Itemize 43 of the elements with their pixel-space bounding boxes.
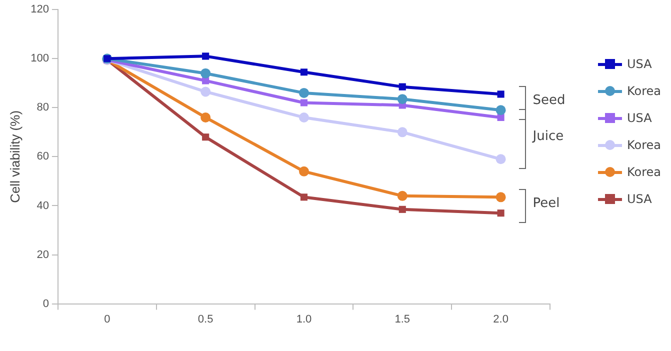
legend-label: Korea (627, 84, 662, 98)
point (497, 210, 504, 217)
point (397, 190, 408, 201)
point (397, 94, 408, 104)
y-tick-label: 80 (36, 102, 49, 114)
y-tick-label: 20 (36, 248, 49, 261)
legend-label: USA (627, 110, 652, 124)
y-tick-label: 0 (42, 298, 49, 310)
point (298, 112, 309, 122)
y-tick-label: 40 (36, 200, 49, 212)
point (496, 192, 506, 202)
point (298, 166, 309, 176)
point (202, 134, 210, 141)
legend-label: USA (627, 192, 652, 206)
point (298, 88, 309, 98)
point (397, 127, 408, 138)
point (202, 52, 210, 60)
y-axis-title: Cell viability (%) (7, 110, 22, 203)
x-tick-label: 1.5 (394, 313, 410, 326)
x-tick-label: 0 (104, 313, 110, 326)
legend-label: USA (627, 56, 652, 70)
point (200, 86, 211, 97)
y-tick-label: 60 (36, 150, 49, 163)
point (200, 112, 211, 122)
point (300, 194, 308, 201)
point (398, 83, 406, 90)
y-tick-label: 120 (30, 4, 49, 16)
point (300, 99, 308, 106)
point (300, 68, 308, 76)
legend-label: Korea (627, 138, 662, 152)
annotation: Seed (532, 93, 566, 108)
point (398, 206, 406, 213)
x-tick-label: 1.0 (296, 313, 312, 326)
annotation: Peel (532, 196, 560, 212)
legend-label: Korea (627, 164, 662, 178)
x-tick-label: 0.5 (198, 313, 214, 326)
point (496, 105, 506, 116)
point (200, 68, 211, 78)
point (497, 90, 504, 98)
x-tick-label: 2.0 (493, 313, 508, 326)
annotation: Juice (532, 129, 564, 144)
point (496, 154, 506, 164)
y-tick-label: 100 (30, 52, 49, 65)
